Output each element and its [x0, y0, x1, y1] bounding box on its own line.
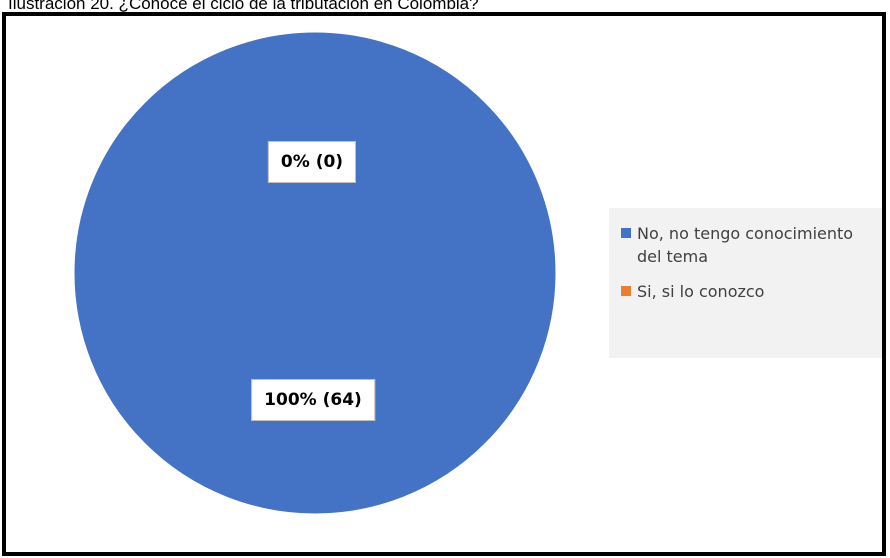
- pie-slice-no: [73, 31, 557, 515]
- data-label-si: 0% (0): [267, 141, 357, 183]
- legend-label-no: No, no tengo conocimiento del tema: [637, 224, 854, 266]
- figure-caption: Ilustración 20. ¿Conoce el ciclo de la t…: [8, 0, 479, 13]
- legend-swatch-no: [621, 228, 631, 238]
- pie-chart: [73, 31, 557, 515]
- chart-legend: No, no tengo conocimiento del tema Si, s…: [609, 208, 882, 358]
- legend-swatch-si: [621, 286, 631, 296]
- legend-item-no: No, no tengo conocimiento del tema: [621, 222, 882, 268]
- chart-frame: 100% (64) 0% (0) No, no tengo conocimien…: [2, 12, 886, 556]
- data-label-no: 100% (64): [251, 379, 375, 421]
- legend-label-si: Si, si lo conozco: [637, 282, 765, 301]
- legend-item-si: Si, si lo conozco: [621, 280, 882, 303]
